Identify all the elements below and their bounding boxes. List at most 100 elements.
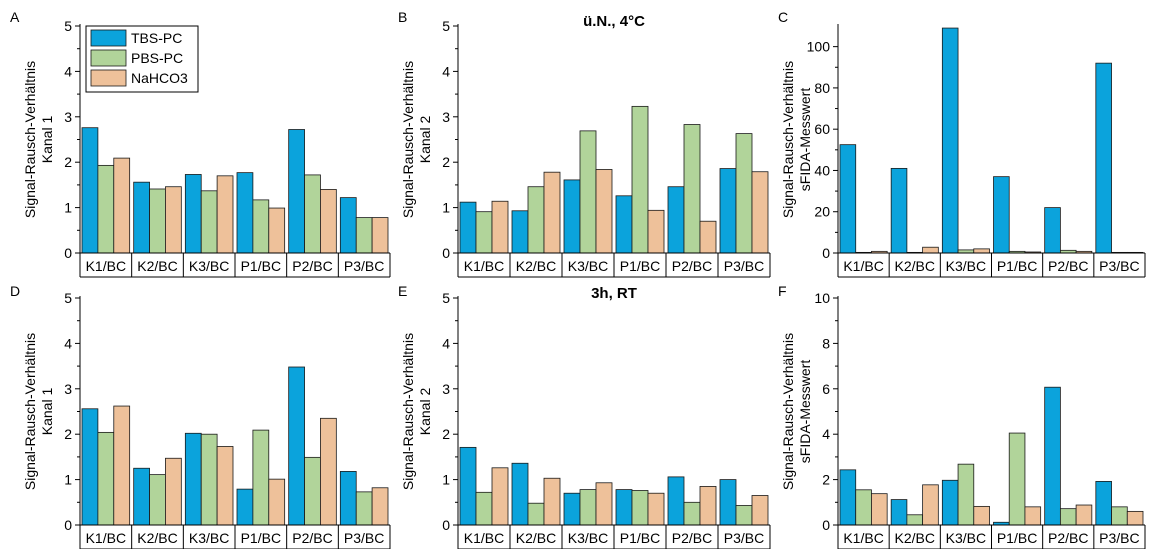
- y-tick-label: 8: [822, 335, 830, 351]
- bar-p3-bc-pbs-pc: [355, 491, 373, 526]
- y-axis-label-secondary: sFIDA-Messwert: [797, 360, 813, 464]
- bar-p2-bc-pbs-pc: [683, 124, 701, 254]
- legend-swatch-tbs-pc: [90, 29, 127, 47]
- bar-p3-bc-pbs-pc: [735, 505, 753, 526]
- x-tick-label: P1/BC: [997, 530, 1037, 546]
- x-tick-label: P3/BC: [724, 530, 764, 546]
- bar-p3-bc-nahco3: [371, 217, 389, 254]
- bar-p2-bc-tbs-pc: [667, 476, 685, 526]
- bar-p3-bc-tbs-pc: [339, 471, 357, 526]
- bar-p1-bc-nahco3: [647, 209, 665, 254]
- panel-letter: F: [778, 283, 787, 299]
- x-tick-label: K3/BC: [189, 530, 229, 546]
- panel-title: 3h, RT: [591, 285, 637, 302]
- y-tick-label: 1: [64, 472, 72, 488]
- legend-label-pbs-pc: PBS-PC: [131, 50, 183, 66]
- x-tick-label: P1/BC: [620, 530, 660, 546]
- y-tick-label: 0: [822, 245, 830, 261]
- bar-k2-bc-pbs-pc: [527, 186, 545, 254]
- y-tick-label: 3: [442, 109, 450, 125]
- x-tick-label: K1/BC: [843, 258, 883, 274]
- x-tick-label: K1/BC: [86, 530, 126, 546]
- x-tick-label: K2/BC: [137, 258, 177, 274]
- bar-k2-bc-tbs-pc: [511, 210, 529, 254]
- bar-p3-bc-nahco3: [751, 495, 769, 526]
- y-axis-label-secondary: sFIDA-Messwert: [797, 88, 813, 192]
- panel-title: ü.N., 4°C: [583, 13, 645, 30]
- x-tick-label: P2/BC: [292, 258, 332, 274]
- bar-p3-bc-nahco3: [1126, 510, 1144, 526]
- y-tick-label: 3: [442, 381, 450, 397]
- bar-p2-bc-tbs-pc: [288, 129, 305, 254]
- y-tick-label: 80: [814, 80, 830, 96]
- x-tick-label: P2/BC: [1048, 258, 1088, 274]
- bar-k3-bc-tbs-pc: [941, 27, 959, 254]
- x-tick-label: K3/BC: [568, 258, 608, 274]
- bar-k1-bc-tbs-pc: [81, 127, 99, 254]
- x-tick-label: K3/BC: [568, 530, 608, 546]
- y-tick-label: 2: [442, 426, 450, 442]
- x-tick-label: K2/BC: [516, 530, 556, 546]
- bar-p3-bc-pbs-pc: [735, 133, 753, 254]
- x-tick-label: K3/BC: [189, 258, 229, 274]
- y-tick-label: 4: [64, 63, 72, 79]
- x-tick-label: K2/BC: [895, 258, 935, 274]
- x-tick-label: K1/BC: [843, 530, 883, 546]
- legend-swatch-nahco3: [90, 69, 127, 87]
- bar-k3-bc-pbs-pc: [200, 433, 218, 526]
- x-tick-label: P1/BC: [241, 530, 281, 546]
- x-tick-label: P3/BC: [1099, 258, 1139, 274]
- bar-k3-bc-nahco3: [973, 248, 990, 254]
- bar-p1-bc-nahco3: [268, 478, 286, 526]
- x-tick-label: P2/BC: [1048, 530, 1088, 546]
- x-tick-label: P3/BC: [724, 258, 764, 274]
- y-axis-label: Signal-Rausch-Verhältnis: [400, 333, 416, 490]
- bar-p3-bc-tbs-pc: [1095, 62, 1112, 254]
- bar-k3-bc-pbs-pc: [579, 130, 597, 254]
- y-tick-label: 0: [64, 517, 72, 533]
- bar-k1-bc-pbs-pc: [97, 164, 115, 254]
- bar-k2-bc-pbs-pc: [527, 502, 545, 526]
- bar-p3-bc-nahco3: [751, 171, 769, 254]
- bar-p3-bc-pbs-pc: [1111, 506, 1128, 526]
- y-tick-label: 0: [822, 517, 830, 533]
- bar-p3-bc-pbs-pc: [355, 217, 373, 254]
- bar-k1-bc-nahco3: [871, 493, 888, 526]
- bar-k2-bc-nahco3: [165, 457, 182, 526]
- y-axis-label-secondary: Kanal 2: [417, 116, 433, 164]
- x-tick-label: P2/BC: [672, 258, 712, 274]
- bar-k3-bc-tbs-pc: [563, 492, 581, 526]
- bar-k1-bc-pbs-pc: [97, 431, 115, 526]
- x-tick-label: P1/BC: [997, 258, 1037, 274]
- y-tick-label: 5: [64, 18, 72, 34]
- panel-letter: D: [10, 283, 20, 299]
- y-tick-label: 4: [822, 426, 830, 442]
- bar-k2-bc-nahco3: [165, 186, 182, 254]
- y-axis-label: Signal-Rausch-Verhältnis: [780, 333, 796, 490]
- bar-p2-bc-tbs-pc: [288, 366, 305, 526]
- x-tick-label: P2/BC: [672, 530, 712, 546]
- y-axis-label-secondary: Kanal 1: [39, 388, 55, 436]
- y-tick-label: 0: [442, 245, 450, 261]
- y-tick-label: 1: [442, 200, 450, 216]
- bar-k2-bc-tbs-pc: [133, 181, 150, 254]
- bar-k2-bc-tbs-pc: [511, 462, 529, 526]
- bar-p1-bc-tbs-pc: [236, 172, 254, 254]
- bar-p3-bc-tbs-pc: [719, 168, 737, 254]
- bar-k1-bc-tbs-pc: [839, 144, 857, 254]
- x-tick-label: K3/BC: [946, 258, 986, 274]
- bar-k3-bc-pbs-pc: [200, 190, 218, 254]
- bar-k3-bc-nahco3: [216, 175, 234, 254]
- y-tick-label: 4: [442, 335, 450, 351]
- bar-k3-bc-tbs-pc: [941, 479, 959, 526]
- bar-k3-bc-pbs-pc: [957, 463, 975, 526]
- y-tick-label: 3: [64, 381, 72, 397]
- bar-k1-bc-pbs-pc: [855, 489, 872, 526]
- x-tick-label: K2/BC: [516, 258, 556, 274]
- y-tick-label: 100: [807, 39, 831, 55]
- bar-p3-bc-nahco3: [371, 487, 389, 526]
- x-tick-label: P3/BC: [344, 258, 384, 274]
- bar-k3-bc-nahco3: [595, 482, 613, 526]
